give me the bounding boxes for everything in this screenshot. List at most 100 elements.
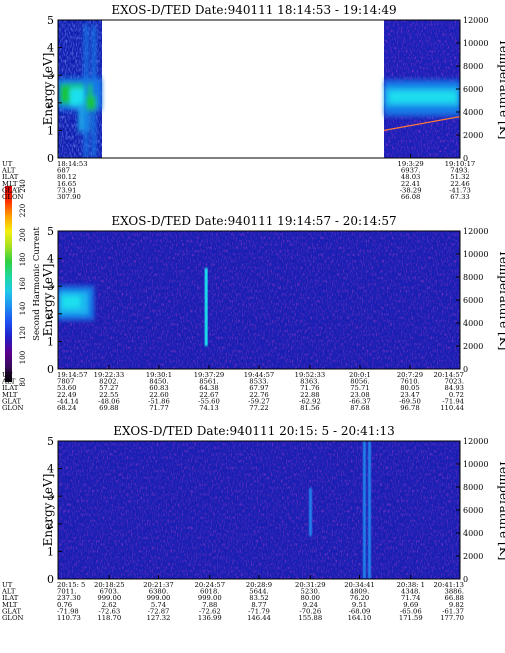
- axis-table-cell: 0.72: [449, 391, 464, 399]
- axis-table-cell: 74.13: [199, 404, 218, 412]
- axis-table-cell: 22.55: [99, 391, 118, 399]
- axis-table-cell: 20:31:29: [295, 581, 326, 589]
- ytick-label: 2: [47, 518, 54, 531]
- panel-3-spike: [368, 441, 371, 579]
- axis-table-cell: 20:0:1: [349, 371, 371, 379]
- ytick-right-label: 12000: [463, 16, 488, 25]
- panel-2: EXOS-D/TED Date:940111 19:14:57 - 20:14:…: [1, 214, 505, 412]
- axis-table-row-label: UT: [2, 371, 13, 379]
- axis-table-cell: -51.86: [148, 397, 170, 405]
- axis-table-row-label: MLT: [2, 180, 18, 188]
- axis-table-cell: -72.63: [98, 607, 120, 615]
- axis-table-cell: 118.70: [97, 614, 121, 622]
- axis-table-cell: 57.27: [99, 384, 118, 392]
- axis-table-cell: 6018.: [200, 588, 219, 596]
- axis-table-cell: 136.99: [198, 614, 222, 622]
- ytick-label: 3: [47, 69, 54, 82]
- axis-table-cell: 7493.: [450, 167, 469, 175]
- axis-table-cell: 7807: [57, 378, 74, 386]
- axis-table-cell: 8533.: [249, 378, 268, 386]
- axis-table-row-label: GLON: [2, 193, 24, 201]
- axis-table-cell: 53.60: [57, 384, 76, 392]
- axis-table-row-label: ILAT: [2, 173, 19, 181]
- axis-table-cell: 87.68: [350, 404, 369, 412]
- axis-table-row-label: MLT: [2, 601, 18, 609]
- axis-table-cell: -70.26: [299, 607, 321, 615]
- ytick-label: 1: [47, 124, 54, 137]
- axis-table-cell: 4348.: [401, 588, 420, 596]
- ytick-label: 0: [47, 573, 54, 586]
- ytick-right-label: 0: [463, 575, 468, 584]
- axis-table-cell: 64.38: [199, 384, 218, 392]
- colorbar-strip: [5, 186, 12, 382]
- axis-table-cell: 69.88: [99, 404, 118, 412]
- ytick-right-label: 4000: [463, 529, 483, 538]
- axis-table-cell: 20:14:57: [433, 371, 464, 379]
- axis-table-cell: -44.14: [57, 397, 79, 405]
- axis-table-cell: 307.90: [57, 193, 81, 201]
- ytick-right-label: 4000: [463, 108, 483, 117]
- axis-table-cell: 51.32: [450, 173, 469, 181]
- axis-table-cell: 67.33: [450, 193, 469, 201]
- ytick-label: 4: [47, 253, 54, 266]
- axis-table-cell: 5.74: [151, 601, 166, 609]
- axis-table-cell: 22.49: [57, 391, 76, 399]
- colorbar-tick-label: 180: [19, 253, 27, 266]
- axis-table-cell: 76.20: [350, 594, 369, 602]
- axis-table-cell: 19:10:17: [445, 160, 476, 168]
- colorbar-tick-label: 200: [19, 228, 27, 241]
- axis-table-cell: -48.06: [98, 397, 120, 405]
- axis-table-cell: -68.09: [349, 607, 371, 615]
- ytick-right-label: 10000: [463, 460, 488, 469]
- axis-table-cell: -72.62: [199, 607, 221, 615]
- axis-table-cell: 48.03: [401, 173, 420, 181]
- ytick-label: 4: [47, 42, 54, 55]
- axis-table-cell: 164.10: [348, 614, 372, 622]
- axis-table-cell: 20:18:25: [94, 581, 125, 589]
- ytick-label: 5: [47, 14, 54, 27]
- axis-table-row-label: ILAT: [2, 594, 19, 602]
- axis-table-cell: 22.41: [401, 180, 420, 188]
- panel-1: EXOS-D/TED Date:940111 18:14:53 - 19:14:…: [1, 3, 505, 201]
- axis-table-cell: 60.83: [149, 384, 168, 392]
- axis-table-cell: 19:37:29: [194, 371, 225, 379]
- panel-2-axis-table: UT 19:14:57 19:22:33 19:30:1 19:37:29 19:44:5…: [1, 371, 464, 412]
- ytick-label: 3: [47, 280, 54, 293]
- axis-table-cell: 20:15: 5: [57, 581, 85, 589]
- axis-table-cell: 8.77: [251, 601, 266, 609]
- ytick-label: 1: [47, 545, 54, 558]
- axis-table-cell: -38.29: [400, 186, 422, 194]
- colorbar: 80 100 120 140 160 180 200 220 240 Second Harmon…: [5, 179, 42, 386]
- axis-table-cell: 19:52:33: [295, 371, 326, 379]
- axis-table-cell: 19:30:1: [146, 371, 172, 379]
- axis-table-row-label: ALT: [1, 588, 16, 596]
- ytick-label: 3: [47, 490, 54, 503]
- colorbar-tick-label: 160: [19, 277, 27, 290]
- axis-table-cell: 171.59: [399, 614, 423, 622]
- colorbar-tick-label: 80: [19, 378, 27, 387]
- ytick-right-label: 6000: [463, 85, 483, 94]
- axis-table-cell: 999.00: [198, 594, 222, 602]
- colorbar-tick-label: 120: [19, 326, 27, 339]
- ytick-right-label: 0: [463, 154, 468, 163]
- axis-table-cell: 80.05: [400, 384, 419, 392]
- axis-table-cell: -55.60: [198, 397, 220, 405]
- ytick-right-label: 6000: [463, 506, 483, 515]
- ytick-right-label: 10000: [463, 39, 488, 48]
- axis-table-row-label: UT: [2, 160, 13, 168]
- axis-table-cell: 999.00: [147, 594, 171, 602]
- axis-table-cell: 2.62: [102, 601, 117, 609]
- axis-table-cell: 68.24: [57, 404, 76, 412]
- axis-table-cell: 9.51: [352, 601, 367, 609]
- axis-table-row-label: UT: [2, 581, 13, 589]
- axis-table-cell: 177.70: [440, 614, 464, 622]
- panel-1-segment-2: [384, 20, 460, 158]
- axis-table-cell: 999.00: [97, 594, 121, 602]
- axis-table-cell: -61.37: [442, 607, 464, 615]
- ytick-label: 2: [47, 97, 54, 110]
- panel-1-temperature-line: [383, 116, 460, 131]
- axis-table-cell: 18:14:53: [57, 160, 88, 168]
- axis-table-cell: 19:22:33: [94, 371, 125, 379]
- axis-table-cell: 4809.: [350, 588, 369, 596]
